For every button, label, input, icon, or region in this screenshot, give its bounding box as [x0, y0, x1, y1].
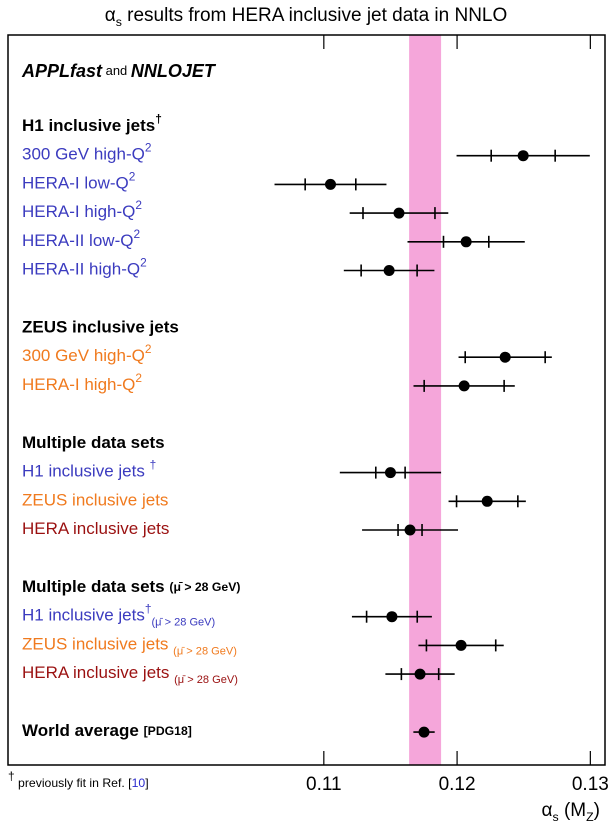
- text-part: 2: [133, 227, 140, 241]
- row-label: 300 GeV high-Q2: [22, 141, 152, 164]
- row-label: HERA-I high-Q2: [22, 371, 142, 394]
- point: [414, 668, 426, 680]
- x-tick-label: 0.13: [572, 774, 609, 795]
- text-part: World average: [22, 722, 144, 741]
- text-part: ]: [145, 776, 148, 790]
- text-part: [PDG18]: [144, 724, 192, 738]
- row-label: ZEUS inclusive jets: [22, 491, 168, 510]
- text-part: HERA-II high-Q: [22, 260, 140, 279]
- text-part: H1 inclusive jets: [22, 606, 145, 625]
- text-part: 2: [135, 371, 142, 385]
- text-part: 2: [145, 141, 152, 155]
- row-label: HERA-I low-Q2: [22, 170, 136, 193]
- text-part: HERA inclusive jets: [22, 519, 169, 538]
- row-label: H1 inclusive jets†(μ̄ > 28 GeV): [22, 602, 215, 629]
- point: [384, 467, 396, 479]
- text-part: 2: [129, 170, 136, 184]
- text-part: s: [553, 810, 559, 824]
- text-part: HERA inclusive jets: [22, 664, 174, 683]
- point: [499, 351, 511, 363]
- section-heading: Multiple data sets: [22, 433, 165, 452]
- reference-band: [409, 35, 442, 765]
- point: [460, 236, 472, 248]
- text-part: ZEUS inclusive jets: [22, 635, 173, 654]
- text-part: APPLfast: [21, 61, 103, 81]
- point: [324, 178, 336, 190]
- text-part: HERA-I high-Q: [22, 375, 135, 394]
- x-axis-label: αs (MZ): [542, 800, 600, 824]
- text-part: s: [116, 15, 122, 29]
- point: [455, 639, 467, 651]
- text-part: (M: [559, 800, 586, 821]
- point: [393, 207, 405, 219]
- text-part: NNLOJET: [131, 61, 217, 81]
- x-tick-label: 0.11: [306, 774, 342, 795]
- footnote: † previously fit in Ref. [10]: [8, 769, 149, 790]
- row-label: HERA inclusive jets (μ̄ > 28 GeV): [22, 664, 238, 686]
- x-tick-label: 0.12: [439, 774, 476, 795]
- text-part: 300 GeV high-Q: [22, 347, 145, 366]
- text-part: ZEUS inclusive jets: [22, 491, 168, 510]
- text-part: Z: [586, 810, 594, 824]
- text-part: 2: [140, 256, 147, 270]
- section-heading: H1 inclusive jets†: [22, 112, 162, 135]
- text-part: previously fit in Ref. [: [15, 776, 133, 790]
- text-part: H1 inclusive jets: [22, 116, 155, 135]
- text-part: †: [145, 602, 152, 616]
- text-part: α: [542, 800, 553, 821]
- text-part: and: [102, 63, 131, 78]
- text-part: H1 inclusive jets: [22, 462, 150, 481]
- row-label: ZEUS inclusive jets (μ̄ > 28 GeV): [22, 635, 237, 657]
- point: [458, 380, 470, 392]
- text-part: HERA-I high-Q: [22, 203, 135, 222]
- header: APPLfast and NNLOJET: [21, 61, 217, 81]
- row-label: 300 GeV high-Q2: [22, 342, 152, 365]
- point: [404, 524, 416, 536]
- text-part: (μ̄ > 28 GeV): [173, 645, 237, 657]
- text-part: 300 GeV high-Q: [22, 145, 145, 164]
- text-part: 2: [145, 342, 152, 356]
- text-part: α: [105, 5, 116, 26]
- text-part: 2: [135, 198, 142, 212]
- point: [481, 495, 493, 507]
- row-label: HERA-II low-Q2: [22, 227, 140, 250]
- point: [386, 611, 398, 623]
- point: [383, 265, 395, 276]
- text-part: results from HERA inclusive jet data in …: [122, 5, 507, 26]
- text-part: †: [150, 458, 157, 472]
- text-part: ): [594, 800, 600, 821]
- text-part: (μ̄ > 28 GeV): [174, 674, 238, 686]
- row-label: HERA inclusive jets: [22, 519, 169, 538]
- text-part: Multiple data sets: [22, 577, 169, 596]
- text-part: (μ̄ > 28 GeV): [151, 617, 215, 629]
- section-heading: Multiple data sets (μ̄ > 28 GeV): [22, 577, 240, 596]
- point: [418, 726, 430, 738]
- section-heading: World average [PDG18]: [22, 722, 192, 741]
- row-label: HERA-II high-Q2: [22, 256, 147, 279]
- text-part: Multiple data sets: [22, 433, 165, 452]
- text-part: †: [155, 112, 162, 126]
- text-part: ZEUS inclusive jets: [22, 318, 179, 337]
- text-part: †: [8, 769, 15, 783]
- row-label: H1 inclusive jets †: [22, 458, 156, 481]
- text-part: HERA-I low-Q: [22, 174, 129, 193]
- text-part: HERA-II low-Q: [22, 231, 133, 250]
- text-part: (μ̄ > 28 GeV): [169, 580, 240, 594]
- chart-title: αs results from HERA inclusive jet data …: [105, 5, 508, 29]
- plot-frame: [7, 34, 606, 766]
- text-part: 10: [132, 776, 146, 790]
- section-heading: ZEUS inclusive jets: [22, 318, 179, 337]
- point: [517, 150, 529, 162]
- row-label: HERA-I high-Q2: [22, 198, 142, 221]
